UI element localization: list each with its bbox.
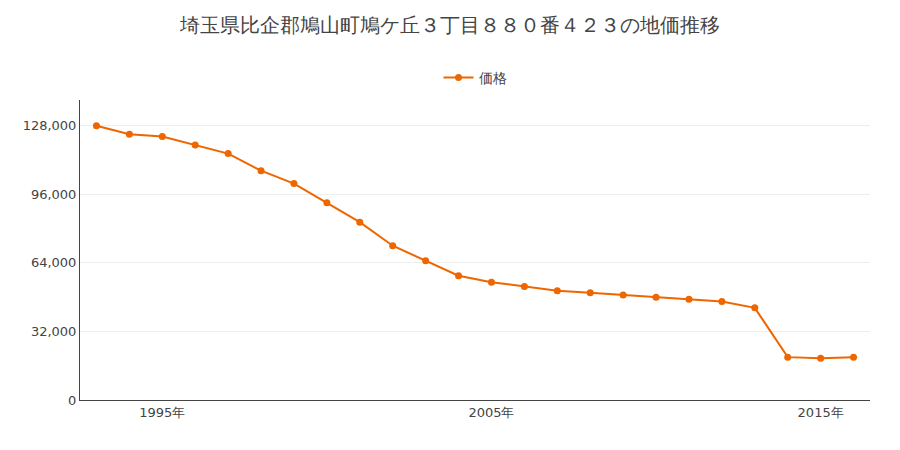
svg-text:64,000: 64,000 [31,255,77,270]
svg-text:128,000: 128,000 [23,118,77,133]
svg-text:埼玉県比企郡鳩山町鳩ケ丘３丁目８８０番４２３の地価推移: 埼玉県比企郡鳩山町鳩ケ丘３丁目８８０番４２３の地価推移 [179,13,720,37]
svg-text:32,000: 32,000 [31,324,77,339]
svg-text:価格: 価格 [479,70,507,86]
svg-text:2005年: 2005年 [468,405,514,420]
svg-text:0: 0 [68,393,76,408]
svg-text:96,000: 96,000 [31,187,77,202]
svg-text:2015年: 2015年 [798,405,844,420]
svg-text:1995年: 1995年 [139,405,185,420]
